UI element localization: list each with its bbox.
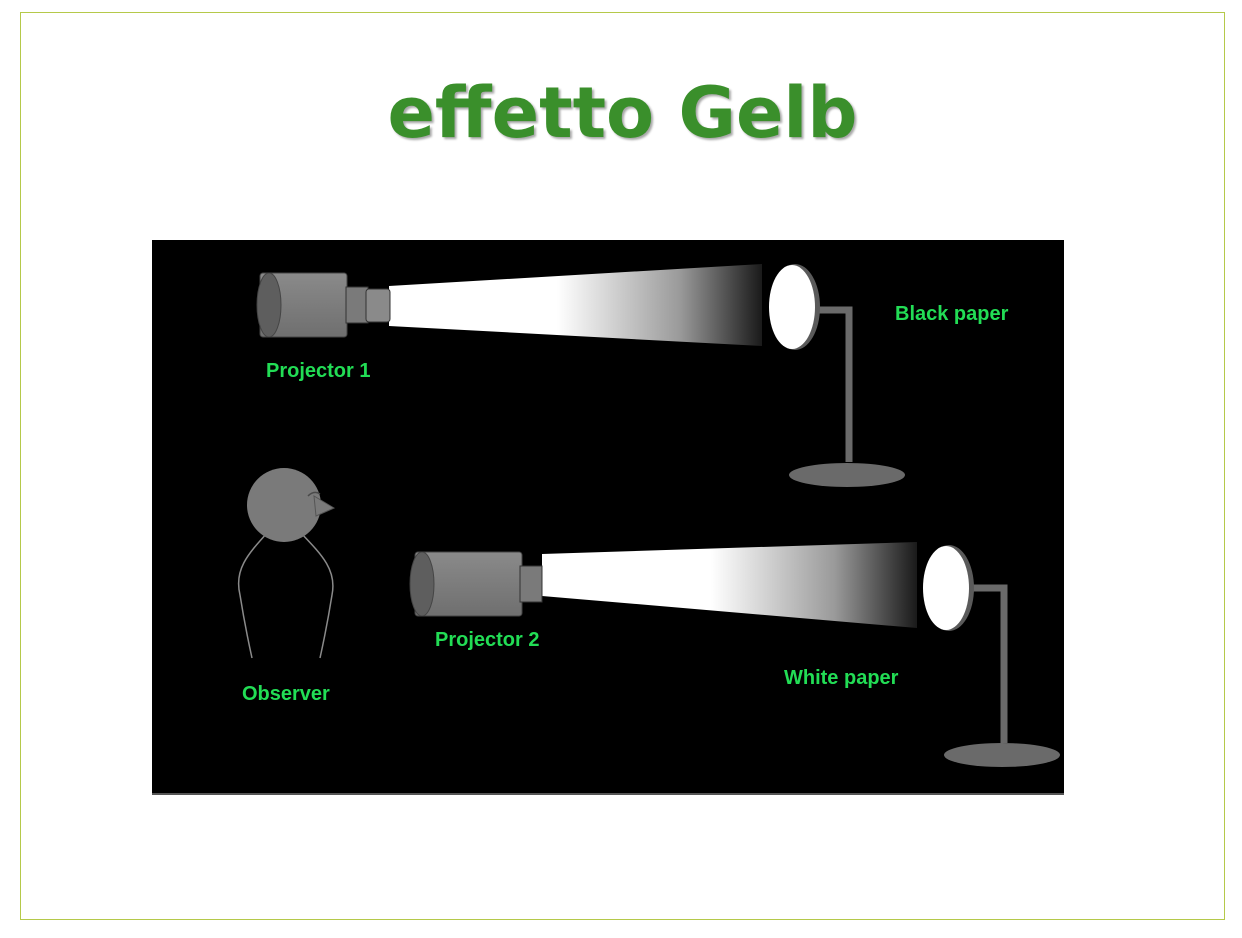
diagram-canvas: Projector 1 Black paper Projector 2 Whit… (152, 240, 1064, 795)
slide-title: effetto Gelb (387, 72, 858, 154)
slide: effetto Gelb (20, 12, 1225, 920)
projector-2-label: Projector 2 (435, 629, 539, 651)
observer-eye (307, 491, 321, 497)
white-paper-label: White paper (784, 667, 899, 689)
black-paper-stand-base (789, 463, 905, 487)
projector-2-light-beam (542, 542, 917, 628)
gelb-effect-diagram: Projector 1 Black paper Projector 2 Whit… (152, 240, 1064, 795)
projector-2 (409, 542, 917, 628)
projector-1 (256, 264, 762, 346)
white-paper-disc (923, 546, 969, 630)
black-paper-disc (769, 265, 815, 349)
projector-1-back-cap (256, 272, 282, 338)
projector-1-lens (365, 288, 391, 323)
observer-head (247, 468, 321, 542)
projector-1-neck (345, 286, 369, 324)
projector-2-back-cap (409, 551, 435, 617)
observer-figure (237, 468, 336, 659)
projector-1-light-beam (389, 264, 762, 346)
black-paper-label: Black paper (895, 303, 1009, 325)
black-paper-stand (769, 264, 905, 487)
projector-1-label: Projector 1 (266, 360, 370, 382)
white-paper-stand (923, 545, 1060, 767)
observer-right-arm (299, 531, 334, 659)
projector-2-neck (519, 565, 543, 603)
observer-left-arm (237, 531, 269, 659)
observer-label: Observer (242, 683, 330, 705)
white-paper-stand-base (944, 743, 1060, 767)
observer-nose (313, 495, 336, 517)
